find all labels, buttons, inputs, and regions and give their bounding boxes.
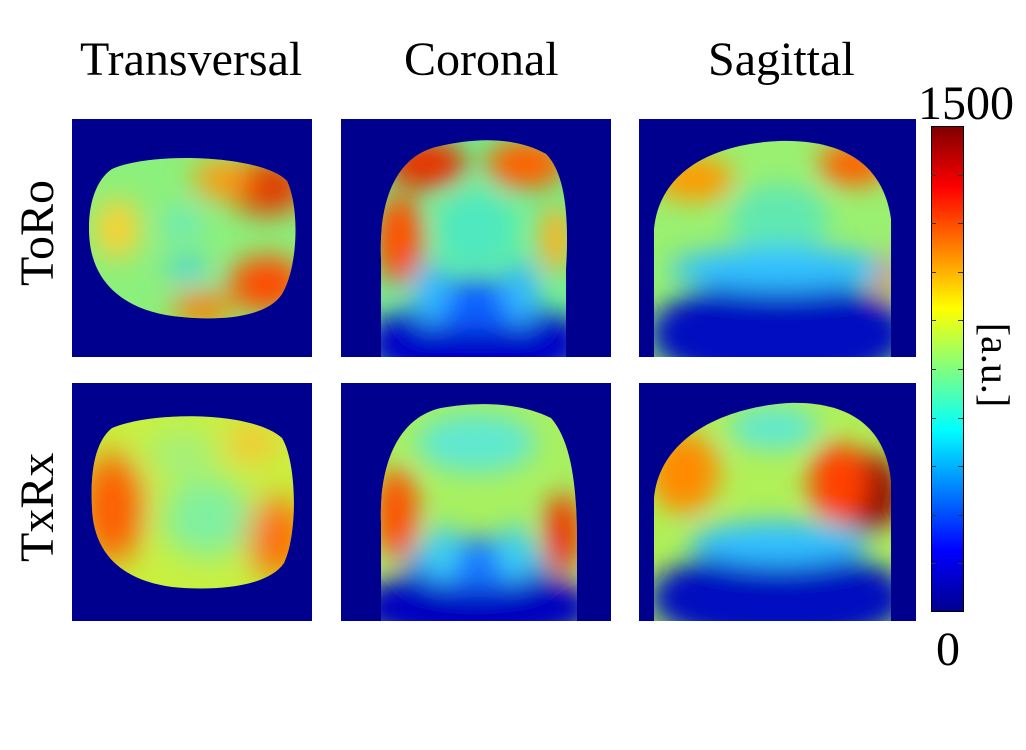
colorbar-tick bbox=[958, 563, 963, 564]
colorbar-unit-label: [a.u.] bbox=[973, 322, 1018, 408]
colorbar-tick bbox=[958, 320, 963, 321]
column-title-coronal: Coronal bbox=[404, 33, 559, 86]
colorbar-tick bbox=[931, 223, 936, 224]
panel-toro-transversal bbox=[72, 119, 312, 357]
colorbar-tick bbox=[931, 466, 936, 467]
colorbar-tick bbox=[958, 418, 963, 419]
panel-txrx-coronal bbox=[341, 383, 611, 621]
colorbar-tick bbox=[931, 175, 936, 176]
column-title-sagittal: Sagittal bbox=[708, 33, 855, 86]
colorbar-max-label: 1500 bbox=[918, 77, 1014, 130]
panel-toro-coronal bbox=[341, 119, 611, 357]
colorbar-tick bbox=[931, 418, 936, 419]
colorbar-tick bbox=[931, 515, 936, 516]
colorbar-tick bbox=[958, 175, 963, 176]
colorbar-tick bbox=[931, 563, 936, 564]
column-title-transversal: Transversal bbox=[80, 33, 303, 86]
colorbar-tick bbox=[931, 272, 936, 273]
panel-txrx-sagittal bbox=[639, 383, 916, 621]
row-label-txrx: TxRx bbox=[11, 452, 64, 562]
panel-toro-sagittal bbox=[639, 119, 916, 357]
colorbar-min-label: 0 bbox=[936, 623, 960, 676]
colorbar-tick bbox=[931, 369, 936, 370]
panel-txrx-transversal bbox=[72, 383, 312, 621]
colorbar-tick bbox=[958, 223, 963, 224]
colorbar-tick bbox=[958, 466, 963, 467]
row-label-toro: ToRo bbox=[11, 180, 64, 286]
colorbar-tick bbox=[958, 272, 963, 273]
colorbar-tick bbox=[931, 320, 936, 321]
colorbar-tick bbox=[958, 515, 963, 516]
colorbar-tick bbox=[958, 369, 963, 370]
